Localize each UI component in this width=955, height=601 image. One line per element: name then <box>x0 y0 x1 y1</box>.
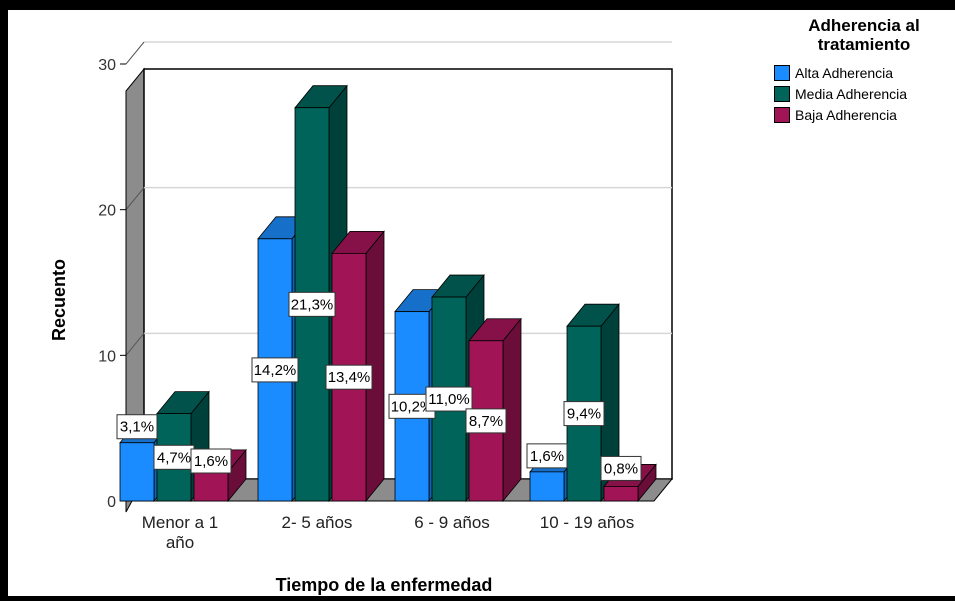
bar-front <box>193 471 229 502</box>
chart-frame: 0 10 20 30 3,1% 4,7% 1,6% 14,2% 21,3% 13,4% 10,2%… <box>8 10 955 596</box>
x-tick-label: Menor a 1 año <box>142 513 219 552</box>
data-label-text: 13,4% <box>328 369 371 386</box>
legend: Adherencia al tratamiento Alta Adherenci… <box>774 16 954 125</box>
legend-swatch <box>774 64 790 81</box>
data-label-text: 1,6% <box>194 453 228 470</box>
y-axis-title: Recuento <box>49 259 69 341</box>
data-label: 11,0% <box>425 386 473 412</box>
y-tick-label: 10 <box>98 348 116 365</box>
data-label-text: 8,7% <box>469 413 503 430</box>
data-label-box <box>526 443 568 469</box>
x-tick-labels: Menor a 1 año 2- 5 años 6 - 9 años 10 - 19 a… <box>142 513 635 552</box>
data-label-box <box>288 291 336 317</box>
x-tick-label: 2- 5 años <box>282 513 353 532</box>
legend-item-alta: Alta Adherencia <box>774 62 954 83</box>
data-label-text: 9,4% <box>567 406 601 423</box>
data-label-text: 21,3% <box>291 296 334 313</box>
data-label: 8,7% <box>465 408 507 434</box>
y-tick-label: 0 <box>107 494 116 511</box>
data-label-text: 11,0% <box>428 391 469 408</box>
data-label-box <box>563 401 605 427</box>
data-label-box <box>190 448 232 474</box>
data-label: 0,8% <box>600 455 642 481</box>
legend-title-line: tratamiento <box>817 35 911 54</box>
data-label-box <box>600 455 642 481</box>
data-label-box <box>251 357 299 383</box>
data-label-text: 10,2% <box>391 398 434 415</box>
y-tick-label: 20 <box>98 203 116 220</box>
x-tick-label: 10 - 19 años <box>540 513 635 532</box>
data-label-text: 0,8% <box>604 460 638 477</box>
data-label: 3,1% <box>116 414 158 440</box>
data-label-box <box>153 444 195 470</box>
legend-label: Alta Adherencia <box>795 64 894 81</box>
legend-swatch <box>774 106 790 123</box>
bar-front <box>603 486 639 502</box>
y-tick-label: 30 <box>98 57 116 74</box>
legend-item-media: Media Adherencia <box>774 83 954 104</box>
legend-title: Adherencia al tratamiento <box>774 16 954 54</box>
bar-front <box>529 471 565 502</box>
data-label: 4,7% <box>153 444 195 470</box>
data-label-box <box>116 414 158 440</box>
data-label-text: 4,7% <box>157 449 191 466</box>
data-label: 21,3% <box>288 291 336 317</box>
bar-front <box>119 442 155 502</box>
legend-title-line: Adherencia al <box>808 16 920 35</box>
x-axis-title: Tiempo de la enfermedad <box>276 575 493 595</box>
data-label: 9,4% <box>563 401 605 427</box>
data-label-box <box>465 408 507 434</box>
data-label-text: 3,1% <box>120 419 154 436</box>
data-labels: 3,1%4,7% 1,6%14,2%21,3%13,4%10,2%11,0%8,7… <box>116 291 642 481</box>
legend-label: Baja Adherencia <box>795 106 897 123</box>
legend-label: Media Adherencia <box>795 85 908 102</box>
data-label: 14,2% <box>251 357 299 383</box>
data-label-box <box>325 364 373 390</box>
data-label: 1,6% <box>526 443 568 469</box>
gridline-side <box>125 333 145 356</box>
data-label-text: 1,6% <box>530 448 564 465</box>
data-label: 1,6% <box>190 448 232 474</box>
legend-swatch <box>774 85 790 102</box>
gridline-side <box>125 41 145 65</box>
x-tick-label: 6 - 9 años <box>414 513 490 532</box>
legend-item-baja: Baja Adherencia <box>774 104 954 125</box>
gridline-side <box>125 187 145 210</box>
data-label-box <box>425 386 473 412</box>
y-tick-labels: 0 10 20 30 <box>98 57 127 511</box>
data-label-text: 14,2% <box>254 362 297 379</box>
data-label: 13,4% <box>325 364 373 390</box>
